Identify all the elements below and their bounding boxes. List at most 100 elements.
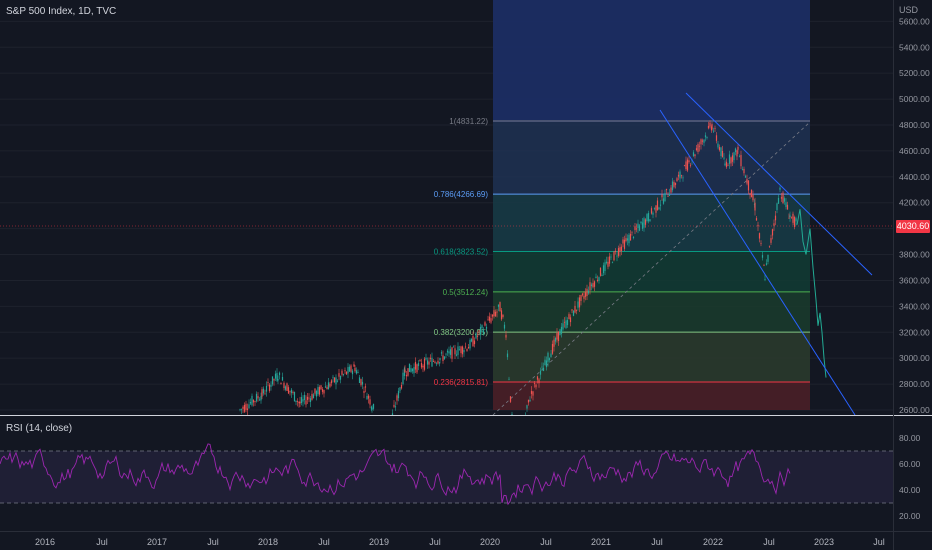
candle-body (556, 333, 558, 340)
candle-body (720, 147, 722, 157)
candle-body (786, 204, 789, 210)
candle-body (680, 175, 683, 177)
candle-body (315, 390, 318, 397)
candle-body (533, 382, 536, 384)
fib-zone (493, 251, 810, 292)
candle-body (625, 238, 627, 242)
candle-body (289, 390, 291, 392)
time-tick-label: 2021 (591, 537, 611, 547)
candle-body (731, 155, 734, 162)
candle-body (706, 137, 708, 138)
candle-body (435, 363, 438, 365)
candle-body (550, 353, 552, 358)
time-tick-label: 2023 (814, 537, 834, 547)
channel-upper-line[interactable] (685, 92, 873, 276)
candle-body (438, 362, 441, 364)
price-tick-label: 4800.00 (899, 120, 930, 130)
time-tick-label: Jul (318, 537, 330, 547)
candle-body (280, 382, 282, 385)
candle-body (475, 332, 477, 339)
candle-body (557, 331, 560, 341)
candle-body (747, 180, 750, 191)
candle-body (774, 215, 777, 221)
candle-body (490, 318, 492, 323)
candle-body (780, 197, 783, 199)
fib-level-label: 0.618(3823.52) (434, 247, 489, 256)
candle-body (620, 246, 623, 252)
candle-body (262, 388, 265, 394)
candle-body (437, 360, 439, 364)
candle-body (631, 231, 633, 233)
rsi-axis[interactable]: 80.00 60.00 40.00 20.00 (899, 433, 921, 521)
candle-body (640, 221, 642, 224)
candle-body (697, 144, 699, 152)
candle-body (548, 358, 551, 360)
fib-level-label: 1(4831.22) (449, 117, 488, 126)
candle-body (785, 202, 787, 207)
candle-body (707, 125, 710, 129)
candle-body (245, 403, 247, 410)
candle-body (632, 236, 635, 238)
candle-body (658, 207, 660, 210)
candle-body (502, 314, 504, 317)
candle-body (635, 228, 638, 230)
candle-body (317, 387, 319, 395)
candle-body (306, 396, 309, 400)
candle-body (287, 387, 290, 394)
candle-body (599, 267, 602, 276)
candle-body (353, 364, 355, 367)
time-axis[interactable]: 2016 Jul 2017 Jul 2018 Jul 2019 Jul 2020 Jul 2021 J… (35, 537, 885, 547)
candle-body (695, 148, 698, 151)
candle-body (299, 401, 301, 404)
candle-body (336, 380, 339, 382)
candle-body (565, 320, 567, 328)
candle-body (734, 148, 737, 153)
price-axis[interactable]: 5600.00 5400.00 5200.00 5000.00 4800.00 4600.… (899, 16, 930, 415)
candle-body (559, 329, 561, 336)
candle-body (686, 159, 689, 171)
candle-body (770, 238, 772, 243)
candle-body (426, 360, 429, 365)
candle-body (664, 193, 666, 202)
candle-body (574, 305, 576, 313)
candle-body (242, 406, 244, 409)
time-tick-label: 2019 (369, 537, 389, 547)
candle-body (243, 404, 246, 412)
candle-body (673, 181, 675, 187)
fib-retracement-lines (493, 120, 810, 383)
candle-body (598, 277, 600, 281)
candle-body (527, 399, 530, 403)
candle-body (765, 263, 768, 265)
candle-body (419, 360, 421, 361)
candle-body (371, 407, 373, 410)
fib-level-label: 0.236(2815.81) (434, 378, 489, 387)
candle-body (662, 198, 665, 204)
candle-body (414, 362, 417, 370)
chart-legend-title[interactable]: S&P 500 Index, 1D, TVC (6, 6, 117, 17)
candle-body (554, 337, 557, 342)
candle-body (771, 229, 774, 236)
candle-body (448, 351, 450, 354)
candle-body (688, 160, 690, 163)
channel-lower-line[interactable] (659, 109, 856, 416)
candle-body (338, 373, 340, 377)
candle-body (661, 194, 663, 198)
current-price-badge: 4030.60 (896, 220, 930, 233)
candle-body (360, 379, 362, 386)
rsi-legend-title[interactable]: RSI (14, close) (6, 423, 73, 434)
time-tick-label: Jul (96, 537, 108, 547)
rsi-band-fill (0, 451, 893, 503)
candle-body (508, 378, 510, 380)
candle-body (457, 346, 459, 355)
fib-retracement-zones[interactable] (493, 120, 810, 410)
fib-level-label: 0.5(3512.24) (443, 288, 489, 297)
candle-body (541, 366, 543, 368)
candle-body (347, 367, 349, 374)
candle-body (458, 349, 461, 351)
candle-body (581, 293, 584, 296)
candle-body (562, 323, 564, 330)
candle-body (452, 346, 455, 348)
candle-body (248, 404, 250, 409)
candle-body (357, 372, 359, 373)
